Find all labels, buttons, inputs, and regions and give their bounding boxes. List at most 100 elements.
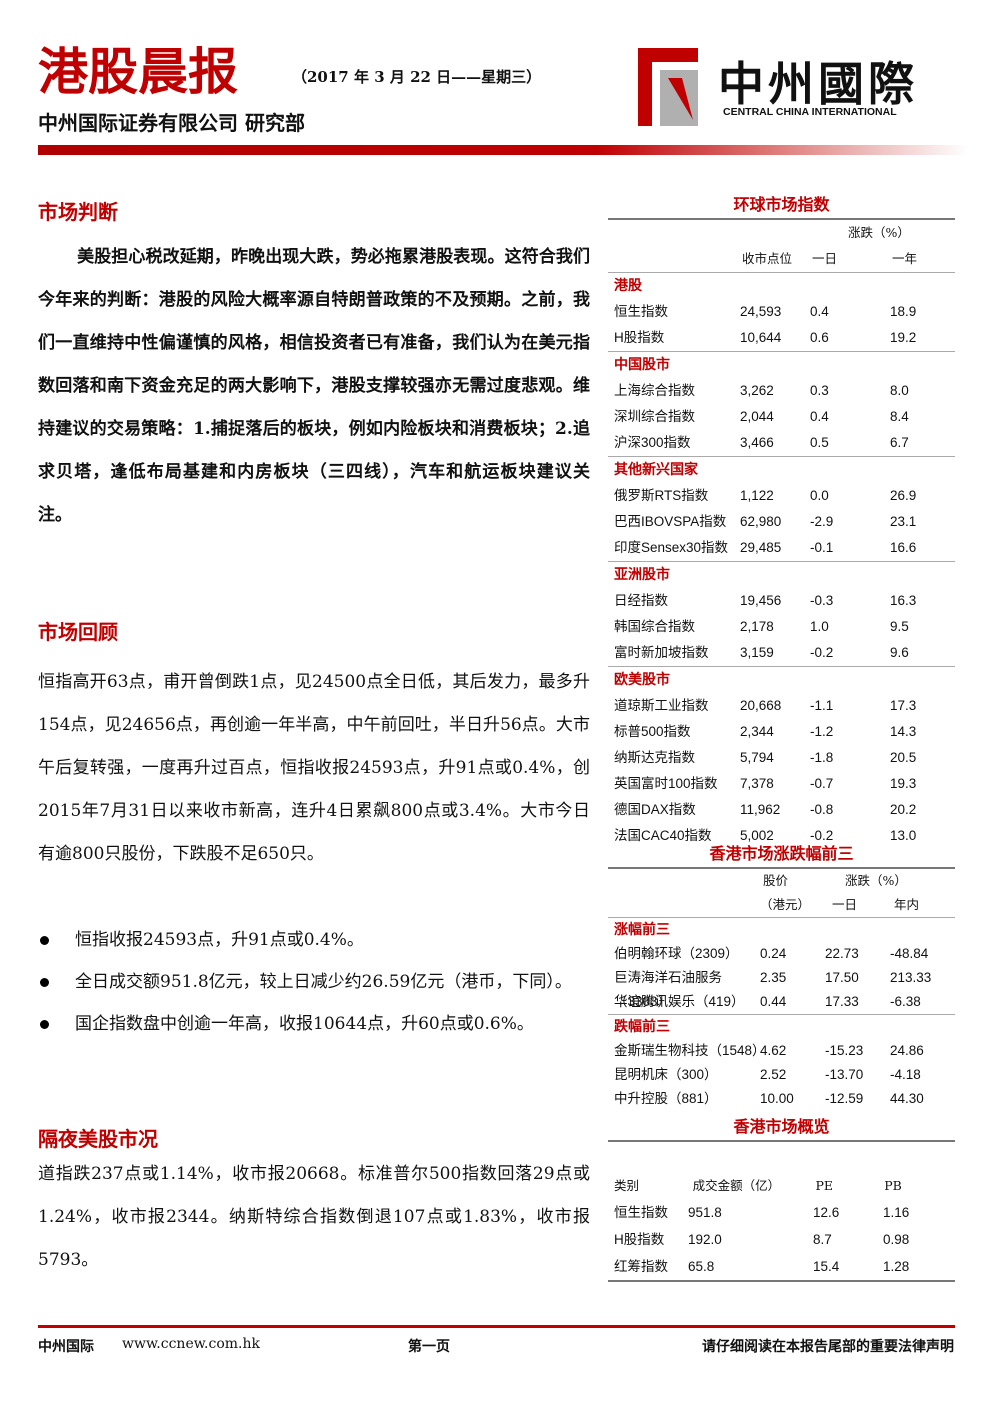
cell: 18.9	[890, 304, 917, 319]
table-row: 印度Sensex30指数 29,485 -0.1 16.6	[608, 535, 955, 561]
table-row: 道琼斯工业指数 20,668 -1.1 17.3	[608, 693, 955, 719]
cell: 24,593	[740, 304, 782, 319]
column-header	[608, 220, 848, 246]
cell: 19.3	[890, 776, 917, 791]
cell: 9.5	[890, 619, 909, 634]
group-label: 其他新兴国家	[608, 456, 955, 483]
cell: 2.35	[760, 970, 787, 985]
table-row: 法国CAC40指数 5,002 -0.2 13.0	[608, 823, 955, 849]
column-header: 一日	[832, 897, 858, 912]
cell: 16.3	[890, 593, 917, 608]
table-title: 环球市场指数	[608, 194, 955, 220]
cell: 24.86	[890, 1043, 924, 1058]
row-label: 深圳综合指数	[614, 409, 695, 424]
header-bar	[38, 145, 968, 155]
table-title: 香港市场涨跌幅前三	[608, 843, 955, 869]
cell: 0.24	[760, 946, 787, 961]
cell: 0.5	[810, 435, 829, 450]
column-header: 涨跌（%）	[848, 225, 910, 240]
cell: 2.52	[760, 1067, 787, 1082]
column-header: 类别	[614, 1178, 640, 1193]
cell: 20,668	[740, 698, 782, 713]
cell: 0.44	[760, 994, 787, 1009]
report-date: （2017 年 3 月 22 日——星期三）	[292, 68, 542, 86]
group-label: 欧美股市	[608, 666, 955, 693]
cell: -13.70	[825, 1067, 864, 1082]
cell: 9.6	[890, 645, 909, 660]
cell: 3,466	[740, 435, 774, 450]
cell: 17.50	[825, 970, 859, 985]
footer-url: www.ccnew.com.hk	[122, 1336, 260, 1352]
cell: 2,178	[740, 619, 774, 634]
cell: 8.4	[890, 409, 909, 424]
row-label: 上海综合指数	[614, 383, 695, 398]
cell: -1.2	[810, 724, 834, 739]
cell: 10.00	[760, 1091, 794, 1106]
table-row: 伯明翰环球（2309） 0.24 22.73 -48.84	[608, 942, 955, 966]
logo-mark	[638, 48, 698, 126]
column-header: 成交金额（亿）	[692, 1178, 781, 1193]
cell: -6.38	[890, 994, 921, 1009]
table-row: 标普500指数 2,344 -1.2 14.3	[608, 719, 955, 745]
cell: -1.1	[810, 698, 834, 713]
hk-movers-table: 香港市场涨跌幅前三 股价 涨跌（%） （港元） 一日 年内 涨幅前三 伯明翰环球（2309） 0…	[608, 843, 955, 1111]
cell: 23.1	[890, 514, 917, 529]
cell: 8.0	[890, 383, 909, 398]
bullet: 全日成交额951.8亿元，较上日减少约26.59亿元（港币，下同）。	[38, 968, 590, 996]
row-label: 韩国综合指数	[614, 619, 695, 634]
row-label: 巴西IBOVSPA指数	[614, 514, 727, 529]
cell: 1,122	[740, 488, 774, 503]
row-label: 华谊腾讯娱乐（419）	[614, 994, 745, 1009]
table-row: 金斯瑞生物科技（1548） 4.62 -15.23 24.86	[608, 1039, 955, 1063]
row-label: 印度Sensex30指数	[614, 540, 729, 555]
cell: 0.6	[810, 330, 829, 345]
cell: 0.3	[810, 383, 829, 398]
column-header: （港元）	[760, 897, 811, 912]
column-header: 涨跌（%）	[845, 873, 907, 888]
table-row: 红筹指数 65.8 15.4 1.28	[608, 1253, 955, 1280]
table-row: 俄罗斯RTS指数 1,122 0.0 26.9	[608, 483, 955, 509]
cell: 62,980	[740, 514, 782, 529]
cell: 5,794	[740, 750, 774, 765]
table-row: 韩国综合指数 2,178 1.0 9.5	[608, 614, 955, 640]
cell: 12.6	[813, 1205, 840, 1220]
cell: 0.0	[810, 488, 829, 503]
footer-brand: 中州国际	[38, 1339, 94, 1355]
bullet: 恒指收报24593点，升91点或0.4%。	[38, 926, 590, 954]
cell: 44.30	[890, 1091, 924, 1106]
cell: 0.98	[883, 1232, 910, 1247]
table-row: 英国富时100指数 7,378 -0.7 19.3	[608, 771, 955, 797]
cell: 3,159	[740, 645, 774, 660]
row-label: 金斯瑞生物科技（1548）	[614, 1043, 766, 1058]
cell: 7,378	[740, 776, 774, 791]
column-header: 一年	[892, 251, 918, 266]
table-title: 香港市场概览	[608, 1116, 955, 1142]
row-label: H股指数	[614, 330, 665, 345]
cell: -48.84	[890, 946, 929, 961]
row-label: 中升控股（881）	[614, 1091, 718, 1106]
cell: 1.28	[883, 1259, 910, 1274]
table-row: 德国DAX指数 11,962 -0.8 20.2	[608, 797, 955, 823]
row-label: 恒生指数	[614, 1205, 668, 1220]
row-label: 道琼斯工业指数	[614, 698, 709, 713]
cell: 17.33	[825, 994, 859, 1009]
cell: 13.0	[890, 828, 917, 843]
row-label: 恒生指数	[614, 304, 668, 319]
cell: -0.1	[810, 540, 834, 555]
cell: -0.2	[810, 828, 834, 843]
cell: 6.7	[890, 435, 909, 450]
header-row: （港元） 一日 年内	[608, 893, 955, 917]
column-header	[608, 246, 742, 272]
paragraph: 美股担心税改延期，昨晚出现大跌，势必拖累港股表现。这符合我们今年来的判断：港股的…	[38, 247, 590, 525]
cell: -2.9	[810, 514, 834, 529]
cell: 14.3	[890, 724, 917, 739]
cell: 8.7	[813, 1232, 832, 1247]
cell: -15.23	[825, 1043, 864, 1058]
cell: 3,262	[740, 383, 774, 398]
cell: 213.33	[890, 970, 932, 985]
section-heading: 市场判断	[38, 200, 118, 224]
row-label: 巨涛海洋石油服务（3303）	[614, 970, 722, 1009]
group-label: 中国股市	[608, 351, 955, 378]
page-number: 第一页	[408, 1339, 450, 1355]
